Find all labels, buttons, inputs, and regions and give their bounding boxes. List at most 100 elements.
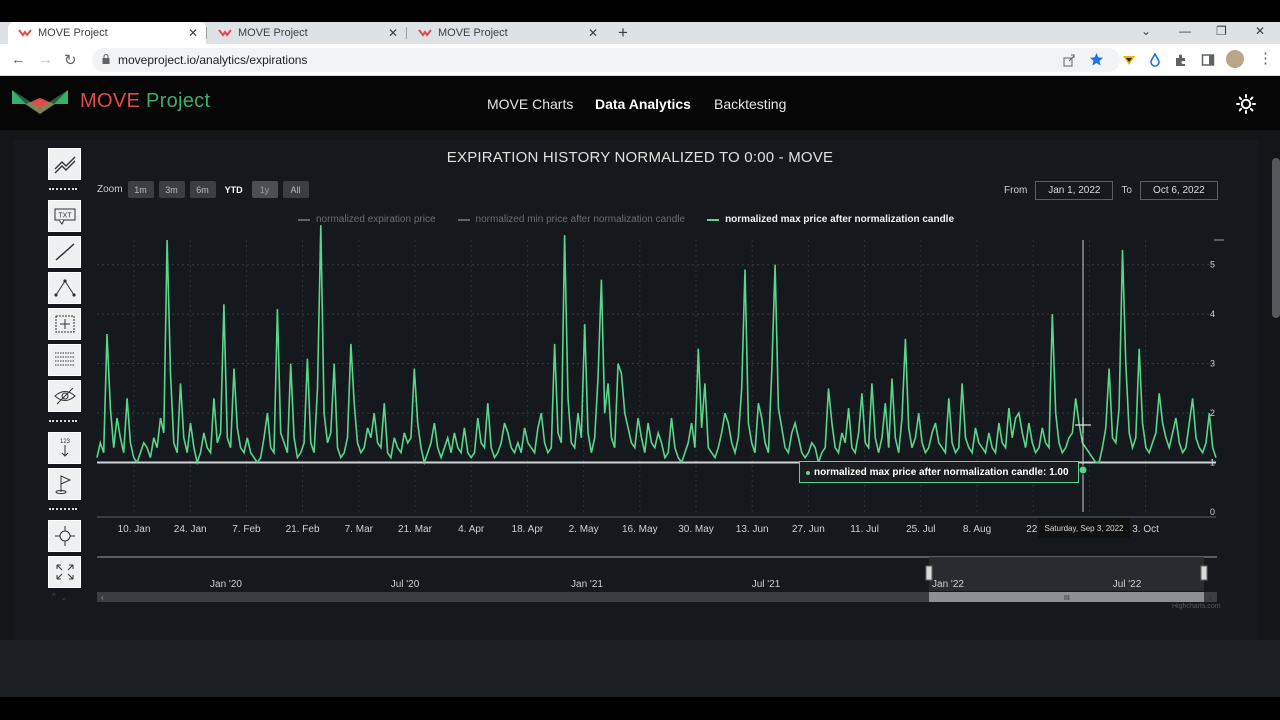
legend-label: normalized max price after normalization… bbox=[725, 214, 955, 225]
move-logo-icon bbox=[12, 90, 68, 114]
extension-drop-icon[interactable] bbox=[1148, 53, 1162, 67]
new-tab-icon[interactable]: + bbox=[618, 23, 628, 42]
chart-legend: normalized expiration price normalized m… bbox=[298, 214, 976, 225]
tab-separator bbox=[206, 27, 207, 39]
brand-name: MOVE Project bbox=[80, 90, 210, 113]
lock-icon bbox=[102, 54, 110, 64]
tool-fibonacci[interactable] bbox=[48, 344, 81, 376]
maximize-icon[interactable]: ❐ bbox=[1216, 24, 1227, 38]
browser-tab-1[interactable]: MOVE Project ✕ bbox=[8, 22, 206, 44]
tab-separator bbox=[406, 27, 407, 39]
move-favicon-icon bbox=[418, 29, 432, 37]
page-scrollbar[interactable] bbox=[1272, 158, 1280, 318]
legend-swatch bbox=[457, 218, 470, 221]
date-range-inputs: From Jan 1, 2022 To Oct 6, 2022 bbox=[1004, 181, 1226, 200]
tool-flag[interactable] bbox=[48, 468, 81, 500]
address-bar[interactable]: moveproject.io/analytics/expirations bbox=[92, 48, 1120, 72]
forward-icon[interactable]: → bbox=[38, 51, 53, 68]
browser-tab-bar: MOVE Project ✕ MOVE Project ✕ MOVE Proje… bbox=[0, 22, 1280, 44]
legend-swatch bbox=[707, 218, 720, 221]
hide-indicators-icon bbox=[53, 387, 76, 405]
to-label: To bbox=[1121, 185, 1132, 196]
minimize-icon[interactable]: — bbox=[1179, 24, 1191, 38]
zoom-label: Zoom bbox=[97, 184, 123, 195]
legend-label: normalized min price after normalization… bbox=[475, 214, 686, 225]
text-annotation-icon: TXT bbox=[54, 208, 75, 225]
tool-divider bbox=[49, 420, 77, 422]
brand-project: Project bbox=[145, 89, 211, 112]
browser-tab-2[interactable]: MOVE Project ✕ bbox=[208, 22, 406, 44]
browser-tab-3[interactable]: MOVE Project ✕ bbox=[408, 22, 606, 44]
tool-zoom-change[interactable] bbox=[48, 520, 81, 552]
extensions-puzzle-icon[interactable] bbox=[1174, 53, 1188, 67]
tool-divider bbox=[49, 188, 77, 190]
crosshair-date-label: Saturday, Sep 3, 2022 bbox=[1038, 518, 1130, 538]
tab-title: MOVE Project bbox=[438, 27, 508, 39]
tab-title: MOVE Project bbox=[238, 27, 308, 39]
tool-pattern[interactable] bbox=[48, 272, 81, 304]
from-label: From bbox=[1004, 185, 1028, 196]
url-text: moveproject.io/analytics/expirations bbox=[118, 53, 308, 67]
brand-logo[interactable]: MOVE Project bbox=[12, 86, 210, 116]
legend-label: normalized expiration price bbox=[316, 214, 436, 225]
nav-data-analytics[interactable]: Data Analytics bbox=[595, 96, 691, 112]
line-tool-icon bbox=[55, 243, 74, 261]
extension-shield-icon[interactable] bbox=[1122, 53, 1136, 67]
legend-item-max-price[interactable]: normalized max price after normalization… bbox=[707, 214, 954, 225]
zoom-change-icon bbox=[54, 526, 75, 546]
fibonacci-icon bbox=[54, 352, 75, 366]
tool-divider bbox=[49, 508, 77, 510]
tab-search-icon[interactable]: ⌄ bbox=[1141, 24, 1152, 38]
to-date-input[interactable]: Oct 6, 2022 bbox=[1139, 181, 1218, 200]
vertical-counter-icon: 123 bbox=[59, 439, 70, 457]
nav-backtesting[interactable]: Backtesting bbox=[714, 96, 787, 112]
tab-title: MOVE Project bbox=[38, 27, 108, 39]
move-favicon-icon bbox=[18, 29, 32, 37]
tool-fullscreen[interactable] bbox=[48, 556, 81, 588]
share-icon[interactable] bbox=[1062, 53, 1076, 67]
browser-toolbar: ← → ↻ moveproject.io/analytics/expiratio… bbox=[0, 44, 1280, 76]
range-selector: Zoom 1m 3m 6m YTD 1y All bbox=[97, 181, 309, 198]
legend-swatch bbox=[298, 218, 310, 221]
page-footer-area bbox=[0, 640, 1280, 697]
legend-item-expiration-price[interactable]: normalized expiration price bbox=[298, 214, 436, 225]
flag-annotation-icon bbox=[55, 475, 71, 494]
tool-line[interactable] bbox=[48, 236, 81, 268]
crosshair-measure-icon bbox=[55, 315, 74, 333]
zoom-1m-button[interactable]: 1m bbox=[127, 181, 154, 198]
tool-text[interactable]: TXT bbox=[48, 200, 81, 232]
tool-hide-indicators[interactable] bbox=[48, 380, 81, 412]
reload-icon[interactable]: ↻ bbox=[64, 52, 77, 69]
bookmark-star-icon[interactable] bbox=[1089, 52, 1104, 67]
tool-paging-arrows-icon[interactable]: ⌃ ⌄ bbox=[50, 592, 68, 602]
side-panel-icon[interactable] bbox=[1201, 53, 1215, 67]
chart-title: EXPIRATION HISTORY NORMALIZED TO 0:00 - … bbox=[446, 149, 834, 166]
brand-move: MOVE bbox=[80, 89, 141, 112]
nav-move-charts[interactable]: MOVE Charts bbox=[487, 96, 574, 112]
fullscreen-icon bbox=[56, 564, 73, 580]
chart-tooltip: normalized max price after normalization… bbox=[799, 461, 1079, 483]
move-favicon-icon bbox=[218, 29, 232, 37]
zoom-6m-button[interactable]: 6m bbox=[189, 181, 216, 198]
back-icon[interactable]: ← bbox=[11, 51, 26, 68]
tool-counter-label: 123 bbox=[59, 439, 70, 445]
close-tab-icon[interactable]: ✕ bbox=[187, 26, 198, 40]
close-tab-icon[interactable]: ✕ bbox=[387, 26, 398, 40]
zoom-all-button[interactable]: All bbox=[282, 181, 309, 198]
profile-avatar[interactable] bbox=[1226, 50, 1244, 68]
trend-lines-icon bbox=[54, 156, 75, 174]
legend-item-min-price[interactable]: normalized min price after normalization… bbox=[457, 214, 686, 225]
close-tab-icon[interactable]: ✕ bbox=[587, 26, 598, 40]
tool-text-label: TXT bbox=[58, 213, 72, 220]
tool-trend-lines[interactable] bbox=[48, 148, 81, 180]
from-date-input[interactable]: Jan 1, 2022 bbox=[1035, 181, 1114, 200]
theme-toggle-sun-icon[interactable] bbox=[1236, 94, 1256, 114]
zoom-3m-button[interactable]: 3m bbox=[158, 181, 185, 198]
chart-credits[interactable]: Highcharts.com bbox=[1172, 603, 1221, 610]
browser-menu-icon[interactable]: ⋮ bbox=[1258, 50, 1273, 67]
zoom-ytd-button[interactable]: YTD bbox=[224, 184, 243, 195]
close-window-icon[interactable]: ✕ bbox=[1255, 24, 1266, 38]
tool-vertical-counter[interactable]: 123 bbox=[48, 432, 81, 464]
tool-measure[interactable] bbox=[48, 308, 81, 340]
zoom-1y-button[interactable]: 1y bbox=[251, 181, 278, 198]
